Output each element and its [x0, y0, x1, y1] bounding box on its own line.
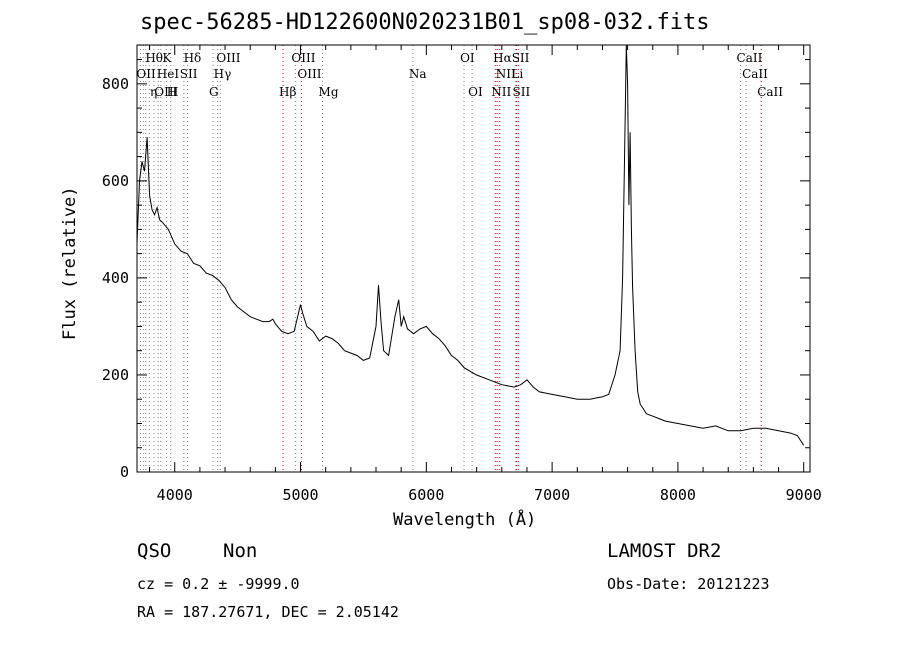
- line-label: CaII: [742, 67, 768, 81]
- line-label: Hδ: [184, 51, 202, 65]
- line-label: CaII: [737, 51, 763, 65]
- x-tick-label: 6000: [408, 486, 444, 504]
- x-tick-label: 7000: [534, 486, 570, 504]
- line-label: OIII: [216, 51, 240, 65]
- line-label: K: [162, 51, 172, 65]
- line-label: G: [209, 85, 219, 99]
- spectrum-line: [136, 44, 805, 446]
- x-tick-label: 5000: [282, 486, 318, 504]
- line-label: NII: [491, 85, 511, 99]
- line-label: HeI: [157, 67, 180, 81]
- y-tick-label: 600: [102, 172, 129, 190]
- x-tick-label: 9000: [786, 486, 822, 504]
- line-label: OIII: [154, 85, 178, 99]
- line-label: Hβ: [279, 85, 296, 99]
- object-class: QSO: [137, 540, 172, 562]
- plot-frame: [136, 44, 811, 473]
- x-tick-label: 4000: [157, 486, 193, 504]
- line-label: SII: [180, 67, 198, 81]
- line-label: OI: [460, 51, 475, 65]
- chart-title: spec-56285-HD122600N020231B01_sp08-032.f…: [140, 10, 710, 35]
- y-tick-label: 400: [102, 269, 129, 287]
- line-label: SII: [513, 85, 531, 99]
- line-label: Li: [511, 67, 523, 81]
- line-label: OI: [468, 85, 483, 99]
- survey-name: LAMOST DR2: [607, 540, 722, 562]
- line-label: OIII: [297, 67, 321, 81]
- line-label: η: [150, 85, 157, 99]
- y-tick-label: 200: [102, 366, 129, 384]
- line-label: H: [167, 85, 177, 99]
- line-label: OII: [136, 67, 156, 81]
- line-label: HαSII: [493, 51, 530, 65]
- obs-date: Obs-Date: 20121223: [607, 575, 770, 593]
- y-axis-label: Flux (relative): [60, 186, 80, 340]
- line-markers: [139, 45, 762, 472]
- line-label: OIII: [291, 51, 315, 65]
- line-label: Hγ: [214, 67, 232, 81]
- line-label: Na: [409, 67, 427, 81]
- line-label: Hθ: [145, 51, 163, 65]
- line-label: Mg: [319, 85, 339, 99]
- axis-ticks: 4000 5000 6000 7000 8000 9000 0 200 400 600 800: [102, 45, 822, 504]
- x-axis-label: Wavelength (Å): [393, 510, 537, 530]
- y-tick-label: 0: [120, 463, 129, 481]
- y-tick-label: 800: [102, 75, 129, 93]
- redshift-cz: cz = 0.2 ± -9999.0: [137, 575, 300, 593]
- x-tick-label: 8000: [660, 486, 696, 504]
- line-label: NII: [496, 67, 516, 81]
- ra-dec: RA = 187.27671, DEC = 2.05142: [137, 603, 399, 621]
- object-subclass: Non: [223, 540, 258, 562]
- line-label: CaII: [757, 85, 783, 99]
